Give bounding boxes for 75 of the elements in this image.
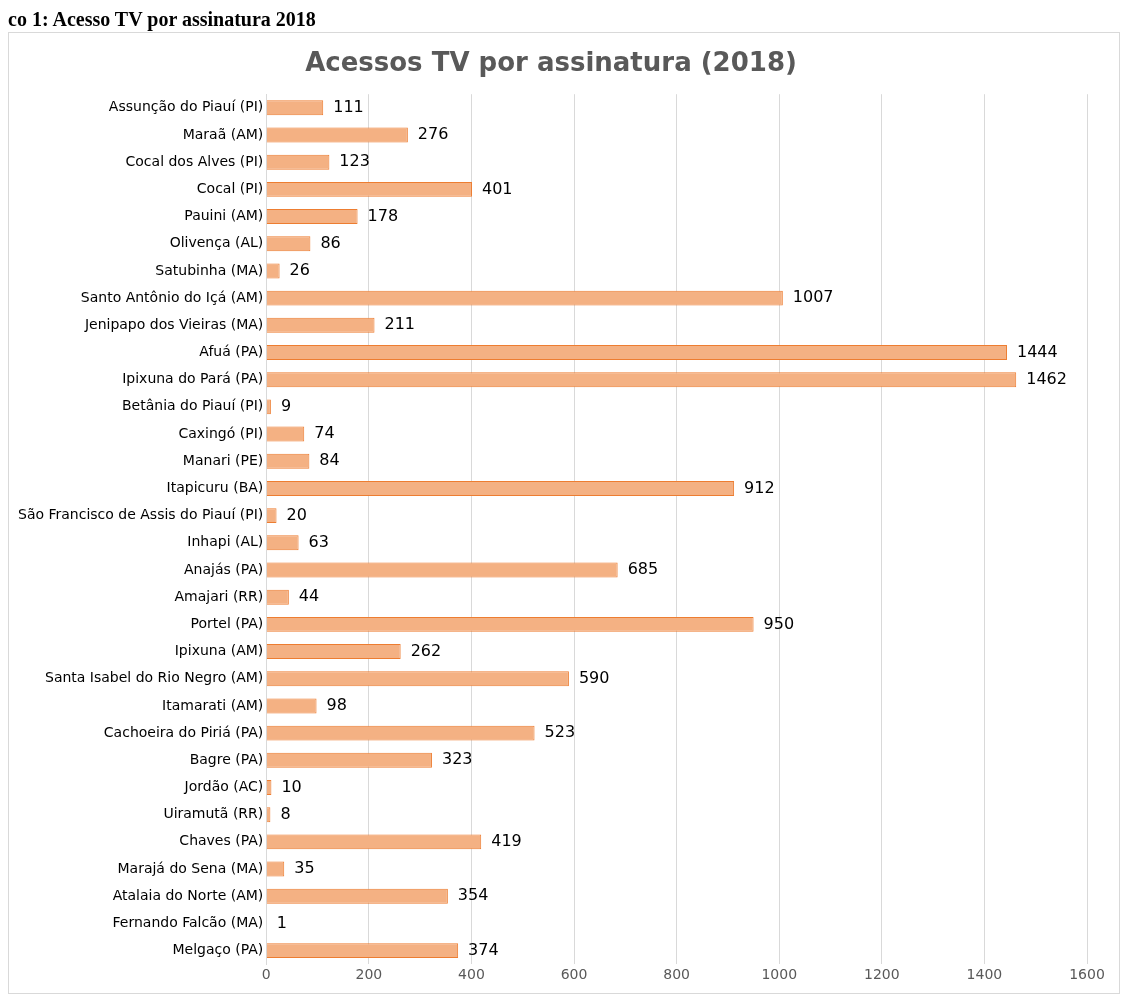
- y-tick-label: Betânia do Piauí (PI): [121, 397, 264, 414]
- y-tick-label: Jenipapo dos Vieiras (MA): [83, 315, 264, 332]
- chart-title: Acessos TV por assinatura (2018): [305, 47, 797, 78]
- y-tick-label: Satubinha (MA): [155, 261, 264, 278]
- y-tick-label: Santa Isabel do Rio Negro (AM): [45, 669, 264, 686]
- data-label: 123: [339, 151, 370, 171]
- data-label: 401: [481, 178, 513, 198]
- y-tick-label: Afuá (PA): [199, 343, 264, 360]
- y-tick-label: Itamarati (AM): [162, 696, 264, 713]
- y-tick-label: Cocal dos Alves (PI): [125, 152, 264, 169]
- data-label: 84: [319, 450, 340, 470]
- y-tick-label: Cocal (PI): [196, 180, 264, 196]
- data-label: 950: [763, 613, 795, 633]
- data-label: 86: [320, 232, 341, 252]
- y-tick-label: Ipixuna do Pará (PA): [122, 370, 264, 387]
- data-label: 1444: [1016, 341, 1058, 361]
- data-label: 354: [457, 885, 489, 905]
- data-label: 26: [289, 260, 310, 280]
- y-tick-label: Olivença (AL): [169, 234, 264, 251]
- data-label: 912: [744, 477, 775, 497]
- y-tick-label: Inhapi (AL): [187, 533, 264, 550]
- data-label: 178: [367, 205, 399, 225]
- y-tick-label: Santo Antônio do Içá (AM): [80, 288, 264, 305]
- y-tick-label: Bagre (PA): [189, 750, 264, 767]
- data-label: 98: [326, 695, 347, 715]
- data-label: 590: [578, 667, 610, 687]
- data-label: 262: [410, 640, 442, 660]
- x-tick-label: 1000: [761, 966, 798, 983]
- y-tick-label: Anajás (PA): [183, 560, 264, 577]
- data-label: 63: [308, 531, 329, 551]
- data-label: 10: [281, 776, 302, 796]
- data-label: 35: [294, 858, 315, 878]
- data-label: 419: [491, 831, 522, 851]
- data-label: 8: [280, 803, 291, 823]
- data-label: 9: [280, 396, 292, 416]
- x-tick-label: 400: [458, 966, 485, 983]
- data-label: 111: [333, 96, 364, 116]
- x-tick-label: 600: [560, 966, 588, 983]
- y-tick-label: Maraã (AM): [182, 125, 264, 142]
- x-tick-label: 800: [663, 966, 691, 983]
- y-tick-label: Fernando Falcão (MA): [112, 914, 264, 931]
- y-tick-label: Marajá do Sena (MA): [117, 859, 264, 876]
- x-tick-label: 0: [261, 966, 271, 983]
- x-tick-label: 200: [355, 966, 383, 983]
- data-label: 523: [544, 722, 576, 742]
- y-tick-label: Atalaia do Norte (AM): [112, 886, 264, 903]
- data-label: 276: [417, 124, 449, 144]
- data-label: 374: [468, 939, 499, 959]
- data-label: 211: [384, 314, 416, 334]
- y-tick-label: Uiramutã (RR): [163, 805, 264, 822]
- y-tick-label: Portel (PA): [190, 615, 264, 631]
- y-tick-label: Amajari (RR): [174, 587, 264, 604]
- y-tick-label: Caxingó (PI): [178, 424, 264, 441]
- y-tick-label: Itapicuru (BA): [166, 479, 264, 496]
- y-tick-label: Manari (PE): [182, 451, 264, 468]
- y-tick-label: Assunção do Piauí (PI): [108, 98, 264, 115]
- y-tick-label: Melgaço (PA): [172, 941, 264, 958]
- y-tick-label: Jordão (AC): [183, 778, 264, 795]
- data-label: 20: [286, 504, 307, 524]
- data-label: 74: [314, 423, 335, 443]
- y-tick-label: Cachoeira do Piriá (PA): [103, 723, 264, 740]
- data-label: 44: [298, 586, 320, 606]
- x-tick-label: 1600: [1069, 966, 1105, 983]
- y-tick-label: Chaves (PA): [179, 832, 264, 849]
- data-label: 685: [627, 559, 659, 579]
- y-tick-label: Ipixuna (AM): [174, 642, 264, 659]
- data-label: 1007: [792, 287, 834, 307]
- data-label: 1462: [1026, 368, 1067, 388]
- x-tick-label: 1400: [966, 966, 1003, 983]
- x-tick-label: 1200: [864, 966, 900, 983]
- text: co 1: Acesso TV por assinatura 2018: [8, 8, 317, 32]
- y-tick-label: Pauini (AM): [184, 207, 264, 224]
- data-label: 323: [441, 749, 473, 769]
- y-tick-label: São Francisco de Assis do Piauí (PI): [18, 506, 264, 523]
- data-label: 1: [276, 912, 287, 932]
